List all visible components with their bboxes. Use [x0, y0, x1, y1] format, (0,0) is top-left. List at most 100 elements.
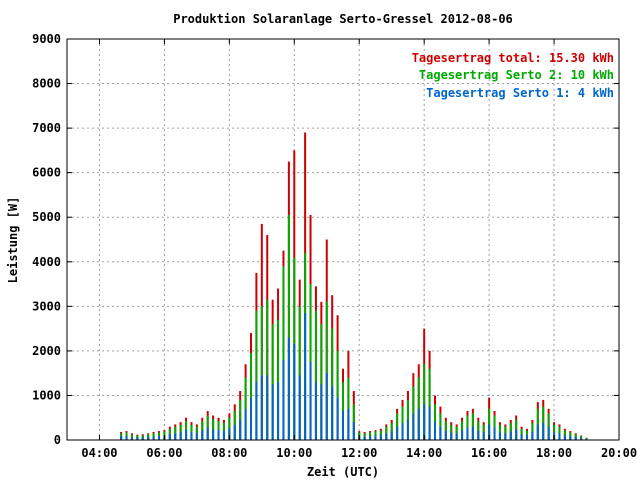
bar-serto1 — [201, 430, 204, 440]
bar-serto1 — [471, 426, 474, 440]
bar-serto1 — [277, 382, 280, 440]
bar-serto2 — [287, 214, 290, 440]
series-serto1 — [120, 313, 588, 440]
bar-serto1 — [406, 419, 409, 440]
bar-serto1 — [212, 429, 215, 440]
bar-serto1 — [374, 435, 377, 440]
bar-serto1 — [369, 435, 372, 440]
bar-serto1 — [434, 422, 436, 440]
bar-serto2 — [558, 426, 561, 440]
x-tick-label: 10:00 — [276, 446, 312, 460]
bar-serto1 — [336, 397, 339, 440]
bar-serto2 — [260, 306, 263, 440]
legend-entry-serto2: Tagesertrag Serto 2: 10 kWh — [419, 68, 614, 82]
bar-serto1 — [536, 424, 539, 440]
bar-serto1 — [401, 423, 404, 440]
bar-serto1 — [520, 434, 523, 440]
bar-serto1 — [488, 424, 491, 440]
bar-serto1 — [185, 430, 188, 440]
bar-serto1 — [509, 431, 512, 440]
bar-serto2 — [255, 310, 258, 440]
y-tick-label: 3000 — [32, 299, 61, 313]
bar-serto2 — [298, 306, 301, 440]
x-tick-label: 16:00 — [471, 446, 507, 460]
bar-serto1 — [482, 432, 485, 440]
bar-serto1 — [271, 384, 274, 440]
bar-serto2 — [325, 301, 328, 440]
x-tick-label: 04:00 — [81, 446, 117, 460]
bar-serto1 — [255, 382, 258, 440]
bar-serto1 — [304, 313, 307, 440]
bar-serto1 — [515, 429, 518, 440]
x-tick-label: 08:00 — [211, 446, 247, 460]
bar-serto1 — [569, 435, 572, 440]
legend-entry-total: Tagesertrag total: 15.30 kWh — [412, 51, 614, 65]
bar-serto1 — [547, 426, 550, 440]
bar-serto1 — [390, 431, 393, 440]
x-tick-label: 20:00 — [601, 446, 637, 460]
bar-serto1 — [228, 428, 231, 440]
bar-serto1 — [217, 430, 220, 440]
bar-serto1 — [461, 430, 464, 440]
bar-serto1 — [266, 375, 269, 440]
bar-serto1 — [309, 362, 312, 440]
bar-serto2 — [250, 353, 252, 440]
bar-serto1 — [542, 423, 545, 440]
bar-serto1 — [379, 435, 382, 440]
bar-serto1 — [158, 435, 160, 440]
bar-serto1 — [347, 408, 350, 440]
bar-serto2 — [342, 382, 344, 440]
bar-serto1 — [385, 433, 388, 440]
bar-serto1 — [504, 433, 507, 440]
bar-serto1 — [363, 436, 366, 440]
bar-serto1 — [287, 337, 290, 440]
bar-serto1 — [190, 431, 193, 440]
bar-serto1 — [260, 375, 263, 440]
bar-serto1 — [293, 344, 296, 440]
bar-serto2 — [331, 328, 334, 440]
bar-serto1 — [493, 427, 496, 440]
bar-serto1 — [325, 373, 328, 440]
bar-serto1 — [136, 437, 139, 440]
bar-serto1 — [498, 432, 501, 440]
bar-serto2 — [385, 426, 388, 440]
bar-serto1 — [320, 384, 323, 440]
bar-serto2 — [271, 324, 274, 440]
bar-serto1 — [331, 386, 334, 440]
bars — [120, 132, 588, 440]
x-tick-label: 14:00 — [406, 446, 442, 460]
y-tick-label: 1000 — [32, 388, 61, 402]
bar-serto2 — [314, 310, 317, 440]
bar-serto1 — [179, 431, 182, 440]
legend: Tagesertrag total: 15.30 kWh Tagesertrag… — [412, 51, 614, 100]
bar-serto1 — [455, 433, 458, 440]
bar-serto1 — [531, 431, 534, 440]
bar-serto1 — [412, 413, 415, 440]
bar-serto1 — [580, 437, 583, 440]
legend-entry-serto1: Tagesertrag Serto 1: 4 kWh — [426, 86, 614, 100]
x-tick-label: 12:00 — [341, 446, 377, 460]
bar-serto1 — [168, 434, 171, 440]
bar-serto1 — [141, 437, 144, 440]
y-tick-label: 0 — [54, 433, 61, 447]
bar-serto1 — [195, 432, 198, 440]
bar-serto2 — [553, 424, 556, 440]
bar-serto1 — [444, 430, 447, 440]
x-axis-label: Zeit (UTC) — [307, 465, 379, 479]
bar-serto1 — [120, 436, 123, 440]
bar-serto1 — [526, 435, 528, 440]
bar-serto2 — [450, 424, 453, 440]
axis-ticks: 0 1000 2000 3000 4000 5000 6000 7000 8000 9000 04:… — [32, 32, 637, 460]
bar-serto1 — [314, 382, 317, 440]
bar-serto2 — [282, 266, 285, 440]
bar-serto1 — [239, 419, 242, 440]
y-axis-label: Leistung [W] — [6, 197, 20, 284]
bar-serto1 — [130, 436, 133, 440]
bar-serto1 — [466, 427, 469, 440]
series-total — [120, 132, 588, 440]
bar-serto2 — [504, 426, 507, 440]
bar-serto2 — [412, 386, 415, 440]
y-tick-label: 8000 — [32, 77, 61, 91]
bar-serto1 — [244, 408, 247, 440]
bar-serto1 — [428, 406, 431, 440]
